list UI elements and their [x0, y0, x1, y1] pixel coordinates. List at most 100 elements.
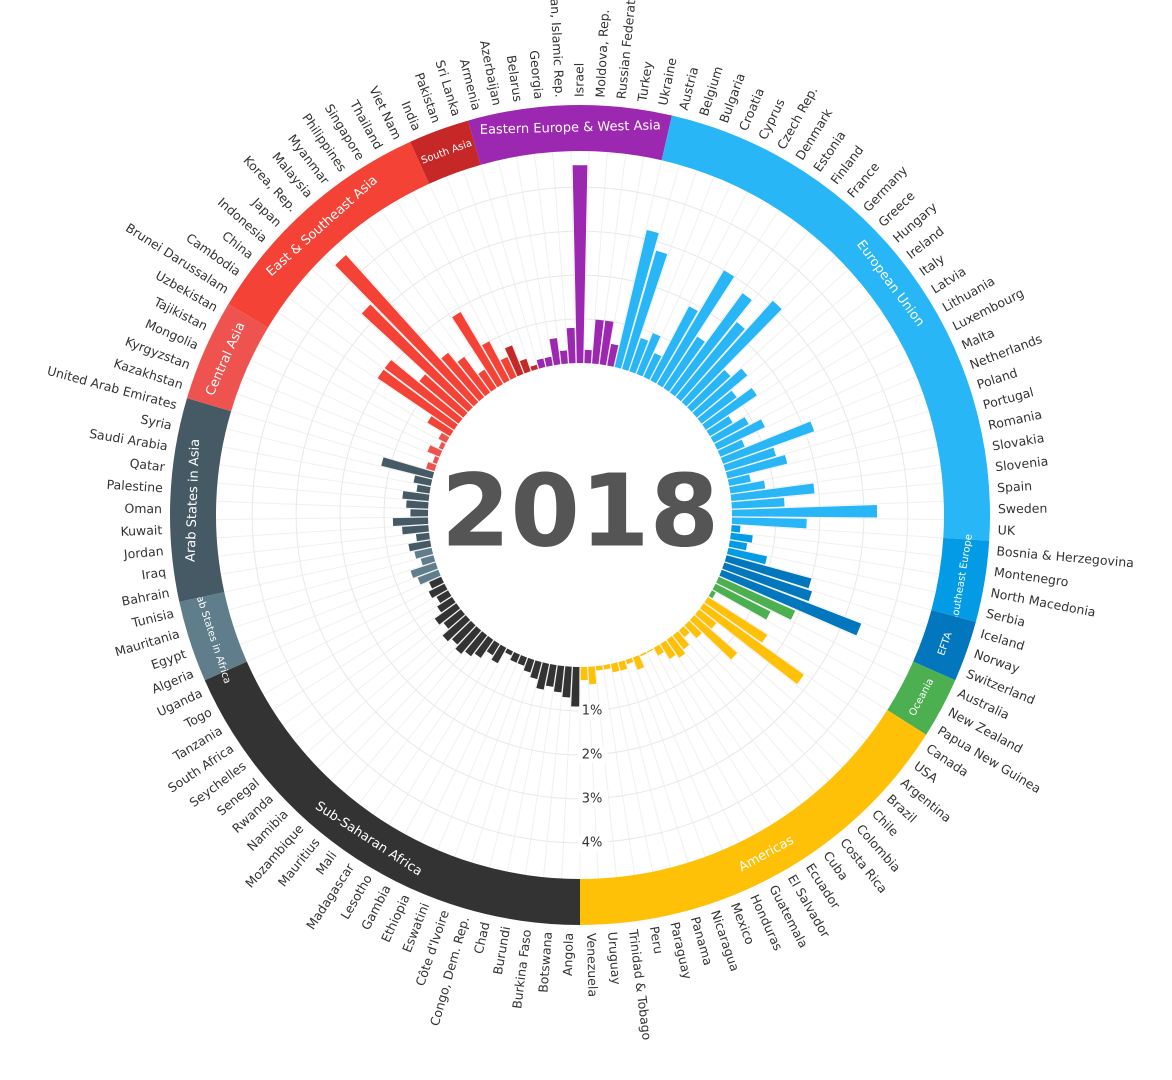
bar — [672, 631, 690, 650]
bar — [666, 636, 686, 658]
bar — [660, 640, 676, 659]
radial-grid-line — [404, 647, 508, 835]
radial-grid-line — [388, 644, 501, 826]
bar — [415, 532, 430, 542]
bar — [436, 590, 452, 603]
bar — [504, 345, 524, 377]
bar — [377, 369, 458, 430]
radial-grid-line — [311, 268, 469, 413]
radial-grid-line — [656, 200, 764, 384]
radial-grid-line — [617, 662, 672, 868]
tick-label-bg — [578, 702, 608, 719]
bar — [719, 569, 862, 636]
bar — [714, 419, 765, 450]
bar — [384, 360, 463, 424]
radial-grid-line — [691, 268, 849, 413]
bar — [414, 547, 434, 559]
bar — [544, 356, 553, 367]
country-label: Saudi Arabia — [88, 426, 169, 454]
radial-grid-line — [267, 327, 450, 438]
bar — [650, 306, 698, 384]
bar — [588, 666, 597, 685]
radial-grid-line — [396, 200, 504, 384]
bar — [465, 631, 488, 657]
region-band — [887, 661, 956, 735]
bar — [426, 462, 437, 472]
bar — [549, 338, 561, 366]
country-label: Syria — [139, 411, 173, 432]
bar — [599, 320, 614, 366]
country-label: Jordan — [122, 543, 164, 562]
radial-grid-line — [609, 663, 654, 872]
bar — [697, 390, 737, 424]
region-band — [410, 120, 481, 184]
radial-grid-line — [731, 482, 943, 503]
radial-grid-line — [727, 428, 934, 480]
country-label: Iran, Islamic Rep. — [547, 0, 567, 98]
bar — [432, 456, 440, 464]
bar — [481, 341, 510, 384]
bar — [406, 500, 429, 509]
country-label: Romania — [987, 406, 1044, 432]
radial-grid-line — [365, 220, 492, 393]
radial-grid-line — [606, 156, 645, 366]
radial-grid-line — [708, 596, 888, 711]
bar — [441, 352, 485, 402]
tick-label-bg — [578, 746, 608, 763]
radial-grid-line — [330, 625, 477, 781]
bar — [410, 562, 438, 578]
radial-grid-line — [293, 608, 461, 741]
bar — [678, 626, 690, 638]
country-label: Tunisia — [129, 606, 175, 631]
grid: 1% 2% 3% 4% — [216, 151, 944, 879]
radial-grid-line — [724, 561, 927, 628]
bar — [478, 369, 497, 392]
bar — [438, 432, 450, 443]
radial-grid-line — [631, 657, 706, 857]
radial-grid-line — [287, 296, 459, 425]
bar — [692, 368, 748, 418]
radial-grid-line — [236, 393, 437, 465]
country-label: Moldova, Rep. — [593, 9, 612, 98]
bar — [428, 583, 448, 598]
bar — [675, 322, 745, 402]
bar — [614, 230, 659, 369]
bar — [559, 350, 568, 365]
bar — [723, 447, 777, 472]
radial-grid-line — [703, 602, 878, 726]
bar — [572, 165, 588, 364]
bar — [610, 662, 620, 673]
radial-grid-line — [621, 164, 680, 369]
country-label: Montenegro — [993, 564, 1069, 589]
country-label: Iraq — [141, 564, 167, 582]
country-label: UK — [997, 522, 1016, 538]
bar — [607, 343, 619, 367]
radial-grid-line — [471, 659, 536, 863]
bar — [724, 555, 812, 589]
radial-grid-line — [222, 446, 431, 488]
radial-grid-line — [728, 546, 936, 593]
bar — [438, 441, 446, 450]
radial-grid-line — [639, 654, 723, 851]
country-label: Botswana — [535, 931, 555, 993]
bar — [720, 421, 815, 464]
bar — [519, 358, 531, 374]
country-label: Slovakia — [991, 430, 1045, 453]
radial-grid-line — [337, 243, 480, 402]
bar — [419, 374, 468, 418]
bar — [706, 416, 733, 437]
radial-grid-line — [717, 359, 910, 451]
country-label: Belarus — [504, 54, 526, 103]
radial-grid-line — [686, 255, 837, 408]
radial-grid-line — [239, 568, 439, 646]
radial-grid-line — [713, 343, 902, 444]
radial-grid-line — [730, 531, 942, 557]
bars — [335, 165, 878, 707]
bar — [663, 336, 705, 392]
bar — [687, 369, 731, 412]
bar — [536, 358, 546, 369]
country-label: Oman — [124, 501, 162, 516]
radial-grid-line — [344, 630, 483, 793]
bar — [702, 388, 757, 430]
